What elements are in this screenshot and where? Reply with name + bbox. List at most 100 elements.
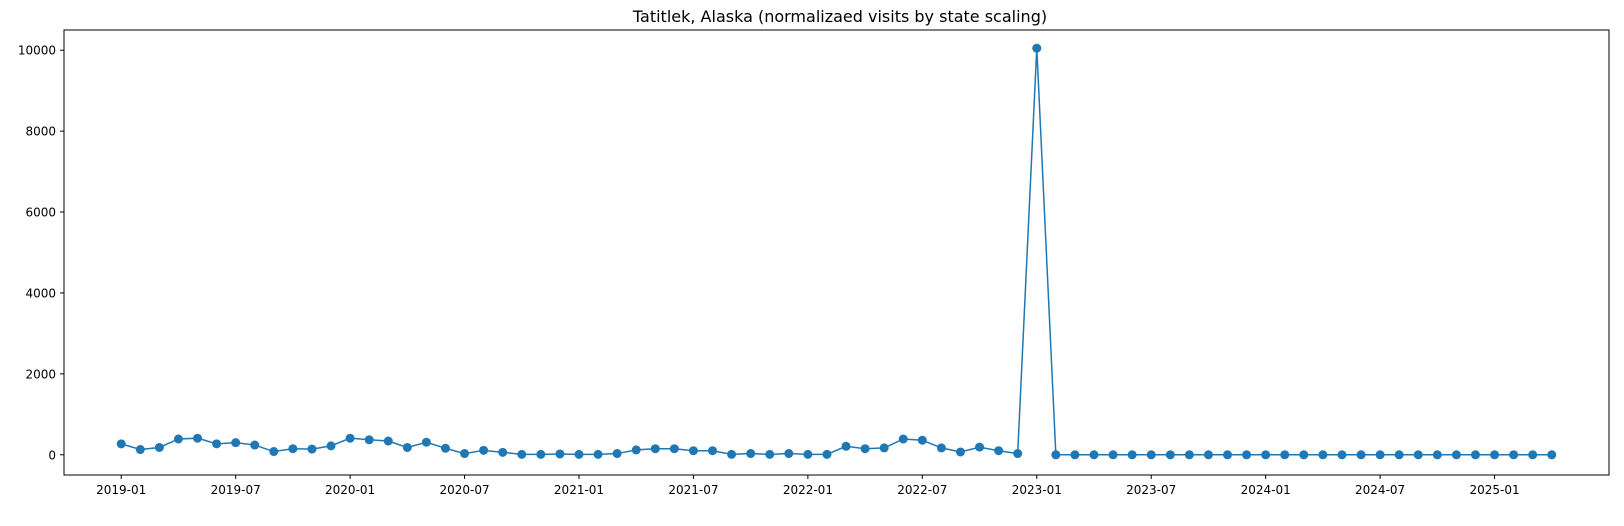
data-point xyxy=(1451,450,1461,460)
x-tick-label: 2022-01 xyxy=(783,483,833,497)
data-point xyxy=(688,446,698,456)
data-point xyxy=(307,444,317,454)
data-point xyxy=(1432,450,1442,460)
data-point xyxy=(1470,450,1480,460)
x-tick-label: 2025-01 xyxy=(1469,483,1519,497)
x-tick-label: 2019-07 xyxy=(211,483,261,497)
data-point xyxy=(1184,450,1194,460)
data-point xyxy=(479,445,489,455)
x-tick-label: 2020-07 xyxy=(439,483,489,497)
data-point xyxy=(803,449,813,459)
data-point xyxy=(326,441,336,451)
data-point xyxy=(1242,450,1252,460)
data-point xyxy=(955,447,965,457)
data-point xyxy=(1108,450,1118,460)
data-point xyxy=(1261,450,1271,460)
data-point xyxy=(1337,450,1347,460)
data-point xyxy=(1165,450,1175,460)
series-line xyxy=(121,48,1552,456)
x-tick-label: 2024-01 xyxy=(1241,483,1291,497)
data-point xyxy=(898,434,908,444)
data-point xyxy=(1547,450,1557,460)
data-point xyxy=(822,449,832,459)
data-point xyxy=(746,449,756,459)
data-point xyxy=(364,435,374,445)
data-point xyxy=(517,449,527,459)
data-point xyxy=(250,440,260,450)
data-point xyxy=(975,442,985,452)
data-point xyxy=(536,449,546,459)
data-point xyxy=(631,445,641,455)
data-point xyxy=(879,443,889,453)
data-point xyxy=(345,433,355,443)
data-point xyxy=(1413,450,1423,460)
plot-area xyxy=(116,43,1557,460)
plot-frame xyxy=(63,29,1610,476)
data-point xyxy=(841,441,851,451)
x-tick-label: 2023-07 xyxy=(1126,483,1176,497)
data-point xyxy=(383,436,393,446)
data-point xyxy=(1127,450,1137,460)
data-point xyxy=(669,444,679,454)
y-tick-label: 6000 xyxy=(25,206,56,220)
data-point xyxy=(269,447,279,457)
data-point xyxy=(498,447,508,457)
data-point xyxy=(1375,450,1385,460)
data-point xyxy=(574,449,584,459)
data-point xyxy=(1032,43,1042,53)
data-point xyxy=(650,444,660,454)
data-point xyxy=(1013,449,1023,459)
y-tick-label: 10000 xyxy=(18,44,56,58)
data-point xyxy=(1070,450,1080,460)
x-tick-label: 2019-01 xyxy=(96,483,146,497)
data-point xyxy=(1203,450,1213,460)
y-tick-label: 4000 xyxy=(25,286,56,300)
data-point xyxy=(994,446,1004,456)
data-point xyxy=(173,434,183,444)
data-point xyxy=(784,449,794,459)
data-point xyxy=(231,438,241,448)
data-point xyxy=(1299,450,1309,460)
data-point xyxy=(193,433,203,443)
data-point xyxy=(593,449,603,459)
data-point xyxy=(460,449,470,459)
data-point xyxy=(936,443,946,453)
data-point xyxy=(1528,450,1538,460)
data-point xyxy=(421,437,431,447)
data-point xyxy=(1051,450,1061,460)
data-point xyxy=(708,446,718,456)
data-point xyxy=(860,444,870,454)
data-point xyxy=(288,444,298,454)
data-point xyxy=(1223,450,1233,460)
x-tick-label: 2024-07 xyxy=(1355,483,1405,497)
data-point xyxy=(1394,450,1404,460)
x-tick-label: 2021-07 xyxy=(668,483,718,497)
y-tick-label: 8000 xyxy=(25,125,56,139)
data-point xyxy=(612,449,622,459)
data-point xyxy=(1280,450,1290,460)
data-point xyxy=(1356,450,1366,460)
data-point xyxy=(154,442,164,452)
axes: 2019-01 2019-07 2020-01 2020-07 2021-01 2021-… xyxy=(18,44,1520,497)
data-point xyxy=(212,439,222,449)
data-point xyxy=(727,449,737,459)
x-tick-label: 2021-01 xyxy=(554,483,604,497)
data-point xyxy=(1089,450,1099,460)
data-point xyxy=(402,442,412,452)
data-point xyxy=(440,443,450,453)
data-point xyxy=(135,445,145,455)
data-point xyxy=(765,449,775,459)
x-tick-label: 2023-01 xyxy=(1012,483,1062,497)
data-point xyxy=(1146,450,1156,460)
x-tick-label: 2022-07 xyxy=(897,483,947,497)
data-point xyxy=(116,439,126,449)
data-point xyxy=(555,449,565,459)
x-tick-label: 2020-01 xyxy=(325,483,375,497)
data-point xyxy=(1509,450,1519,460)
chart-title: Tatitlek, Alaska (normalizaed visits by … xyxy=(632,7,1047,26)
y-tick-label: 0 xyxy=(48,448,56,462)
y-tick-label: 2000 xyxy=(25,367,56,381)
data-point xyxy=(917,435,927,445)
data-point xyxy=(1490,450,1500,460)
